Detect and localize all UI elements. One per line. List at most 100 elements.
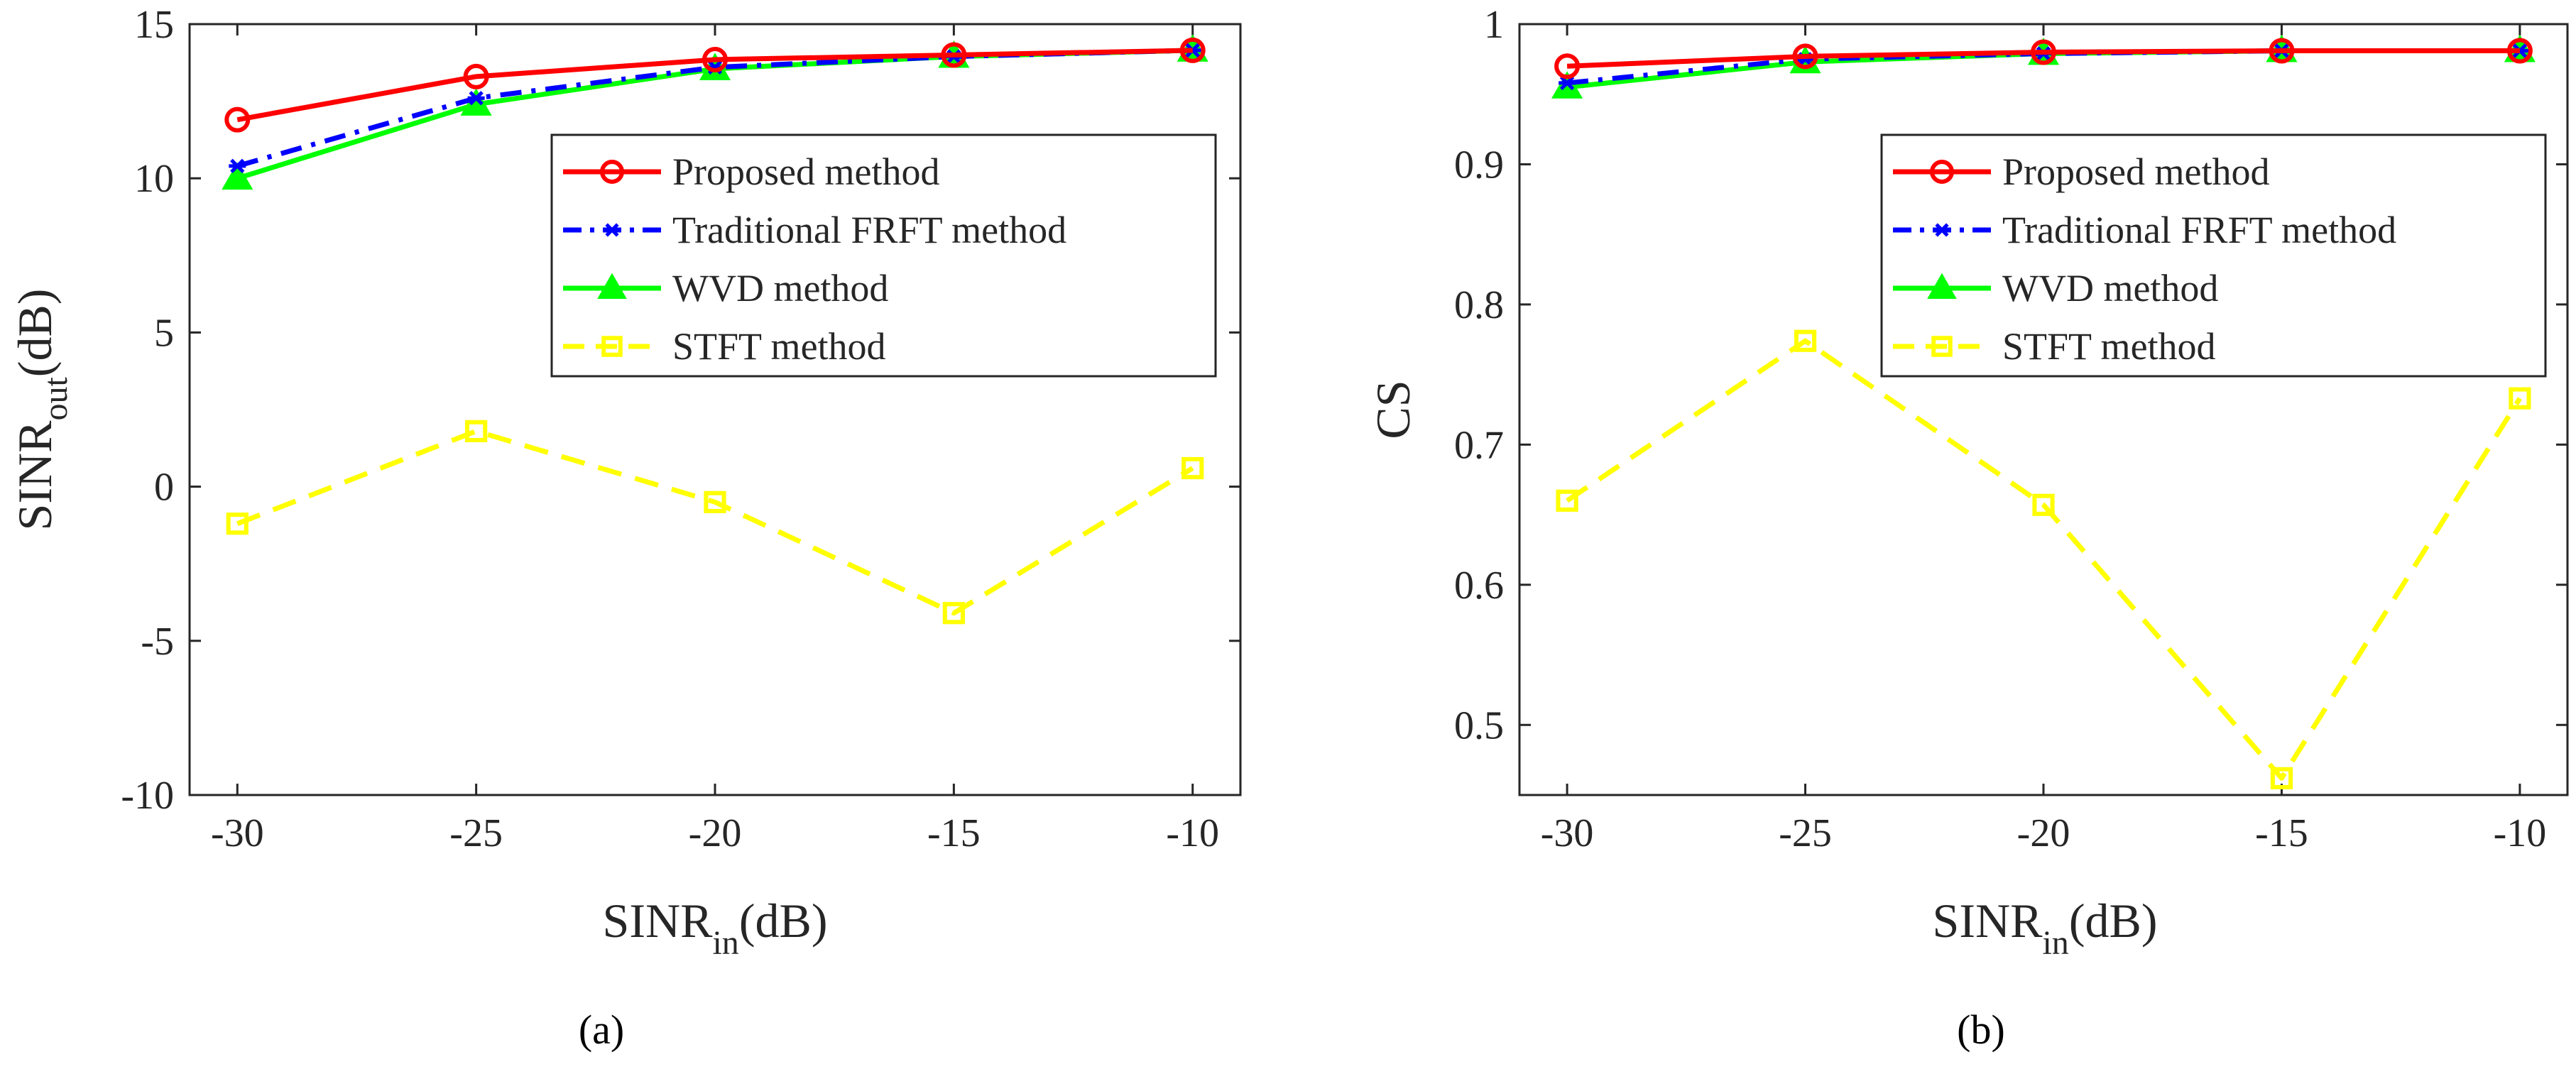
x-axis-title-sub: in bbox=[712, 924, 738, 962]
legend-swatch-marker-stroke bbox=[1935, 223, 1949, 237]
x-axis-title-main: SINR bbox=[1933, 894, 2043, 948]
data-point bbox=[941, 42, 967, 68]
y-tick-label: 0.8 bbox=[1454, 283, 1504, 327]
data-point bbox=[1794, 329, 1817, 352]
x-axis-title: SINRin(dB) bbox=[1933, 894, 2158, 962]
series-stft-method bbox=[1556, 329, 2531, 789]
y-tick-label: 15 bbox=[134, 3, 174, 47]
legend: Proposed method Traditional FRFT method WV… bbox=[550, 133, 1217, 378]
data-point bbox=[2270, 767, 2293, 789]
y-axis-title: SINRout(dB) bbox=[8, 289, 75, 531]
legend: Proposed method Traditional FRFT method WV… bbox=[1880, 133, 2547, 378]
x-tick-label: -10 bbox=[2494, 811, 2547, 855]
data-point bbox=[1556, 489, 1578, 512]
data-point bbox=[229, 158, 246, 173]
data-point-stroke bbox=[469, 91, 484, 106]
legend-item: Traditional FRFT method bbox=[1893, 209, 2396, 251]
data-point bbox=[222, 162, 253, 190]
legend-swatch-marker bbox=[597, 273, 627, 300]
x-axis-title: SINRin(dB) bbox=[603, 894, 828, 962]
data-point bbox=[224, 106, 251, 133]
data-point bbox=[2509, 387, 2531, 410]
legend-item: WVD method bbox=[1893, 267, 2218, 309]
y-axis-title-sub: out bbox=[37, 377, 75, 421]
data-point bbox=[1554, 53, 1581, 80]
panel-caption: (a) bbox=[579, 1007, 624, 1053]
series-line bbox=[236, 428, 1194, 616]
y-tick-label: -10 bbox=[121, 774, 174, 818]
series-proposed-method bbox=[224, 37, 1206, 133]
chart-panel-b: -30 -25 -20 -15 -10 0.5 0.6 0.7 0.8 0.9 1 Proposed … bbox=[1366, 3, 2569, 1053]
legend-item: STFT method bbox=[563, 325, 886, 368]
x-tick-label: -15 bbox=[2255, 811, 2308, 855]
x-axis-title-unit: (dB) bbox=[739, 894, 828, 948]
y-axis-title-main: CS bbox=[1366, 380, 1420, 439]
legend-swatch-marker bbox=[1931, 336, 1953, 357]
legend-label: WVD method bbox=[672, 267, 888, 309]
x-tick-label: -20 bbox=[689, 811, 742, 855]
x-tick-label: -30 bbox=[1541, 811, 1594, 855]
data-point bbox=[2269, 38, 2295, 64]
x-tick-label: -20 bbox=[2017, 811, 2070, 855]
legend-swatch-marker bbox=[1930, 160, 1954, 184]
data-point bbox=[1181, 456, 1204, 480]
legend-label: Proposed method bbox=[672, 150, 939, 193]
series-line bbox=[1566, 48, 2520, 69]
data-point bbox=[2032, 493, 2055, 516]
data-point bbox=[942, 602, 965, 625]
legend-item: WVD method bbox=[563, 267, 888, 309]
legend-item: STFT method bbox=[1893, 325, 2216, 368]
data-point bbox=[465, 420, 488, 443]
x-axis-title-main: SINR bbox=[603, 894, 714, 948]
data-point bbox=[467, 91, 485, 106]
y-tick-label: 5 bbox=[154, 311, 174, 355]
y-tick-label: 0.5 bbox=[1454, 703, 1504, 747]
legend-swatch-marker bbox=[601, 336, 623, 357]
data-point bbox=[226, 512, 249, 535]
x-axis-title-sub: in bbox=[2042, 924, 2068, 962]
legend-swatch-marker bbox=[1933, 223, 1950, 237]
legend-swatch-marker-stroke bbox=[605, 223, 619, 237]
y-tick-label: 0.6 bbox=[1454, 564, 1504, 608]
data-point-stroke bbox=[230, 158, 245, 173]
legend-box bbox=[1880, 133, 2547, 378]
data-point bbox=[2031, 39, 2056, 65]
legend-item: Proposed method bbox=[1893, 150, 2269, 193]
data-point bbox=[1792, 43, 1818, 70]
series-line bbox=[1566, 338, 2522, 781]
y-tick-label: 10 bbox=[134, 157, 174, 201]
data-point bbox=[1559, 75, 1576, 91]
data-point bbox=[702, 46, 728, 72]
legend-label: STFT method bbox=[672, 325, 886, 368]
data-point bbox=[1551, 71, 1583, 99]
series-stft-method bbox=[226, 420, 1204, 625]
y-axis-title-unit: (dB) bbox=[8, 289, 62, 378]
legend-swatch-marker bbox=[604, 223, 621, 237]
y-tick-label: 0.9 bbox=[1454, 143, 1504, 187]
x-tick-label: -25 bbox=[449, 811, 503, 855]
series-proposed-method bbox=[1554, 38, 2533, 80]
y-axis-title-main: SINR bbox=[8, 420, 62, 531]
data-point bbox=[704, 490, 726, 513]
panel-caption: (b) bbox=[1957, 1007, 2005, 1053]
data-point bbox=[463, 63, 489, 89]
y-tick-label: -5 bbox=[141, 620, 174, 664]
y-axis-title: CS bbox=[1366, 380, 1420, 439]
y-tick-label: 1 bbox=[1484, 3, 1504, 47]
legend-label: Traditional FRFT method bbox=[2002, 209, 2396, 251]
legend-swatch-marker bbox=[1927, 273, 1957, 300]
data-point bbox=[2506, 38, 2533, 64]
legend-label: WVD method bbox=[2002, 267, 2218, 309]
series-line bbox=[236, 48, 1193, 123]
x-tick-label: -25 bbox=[1779, 811, 1832, 855]
legend-label: STFT method bbox=[2002, 325, 2216, 368]
y-tick-label: 0.7 bbox=[1454, 423, 1504, 467]
legend-label: Proposed method bbox=[2002, 150, 2269, 193]
x-tick-label: -10 bbox=[1166, 811, 1219, 855]
x-tick-label: -30 bbox=[211, 811, 264, 855]
data-point bbox=[1179, 37, 1206, 63]
x-tick-label: -15 bbox=[927, 811, 981, 855]
data-point-stroke bbox=[1185, 43, 1200, 58]
legend-item: Traditional FRFT method bbox=[563, 209, 1066, 251]
